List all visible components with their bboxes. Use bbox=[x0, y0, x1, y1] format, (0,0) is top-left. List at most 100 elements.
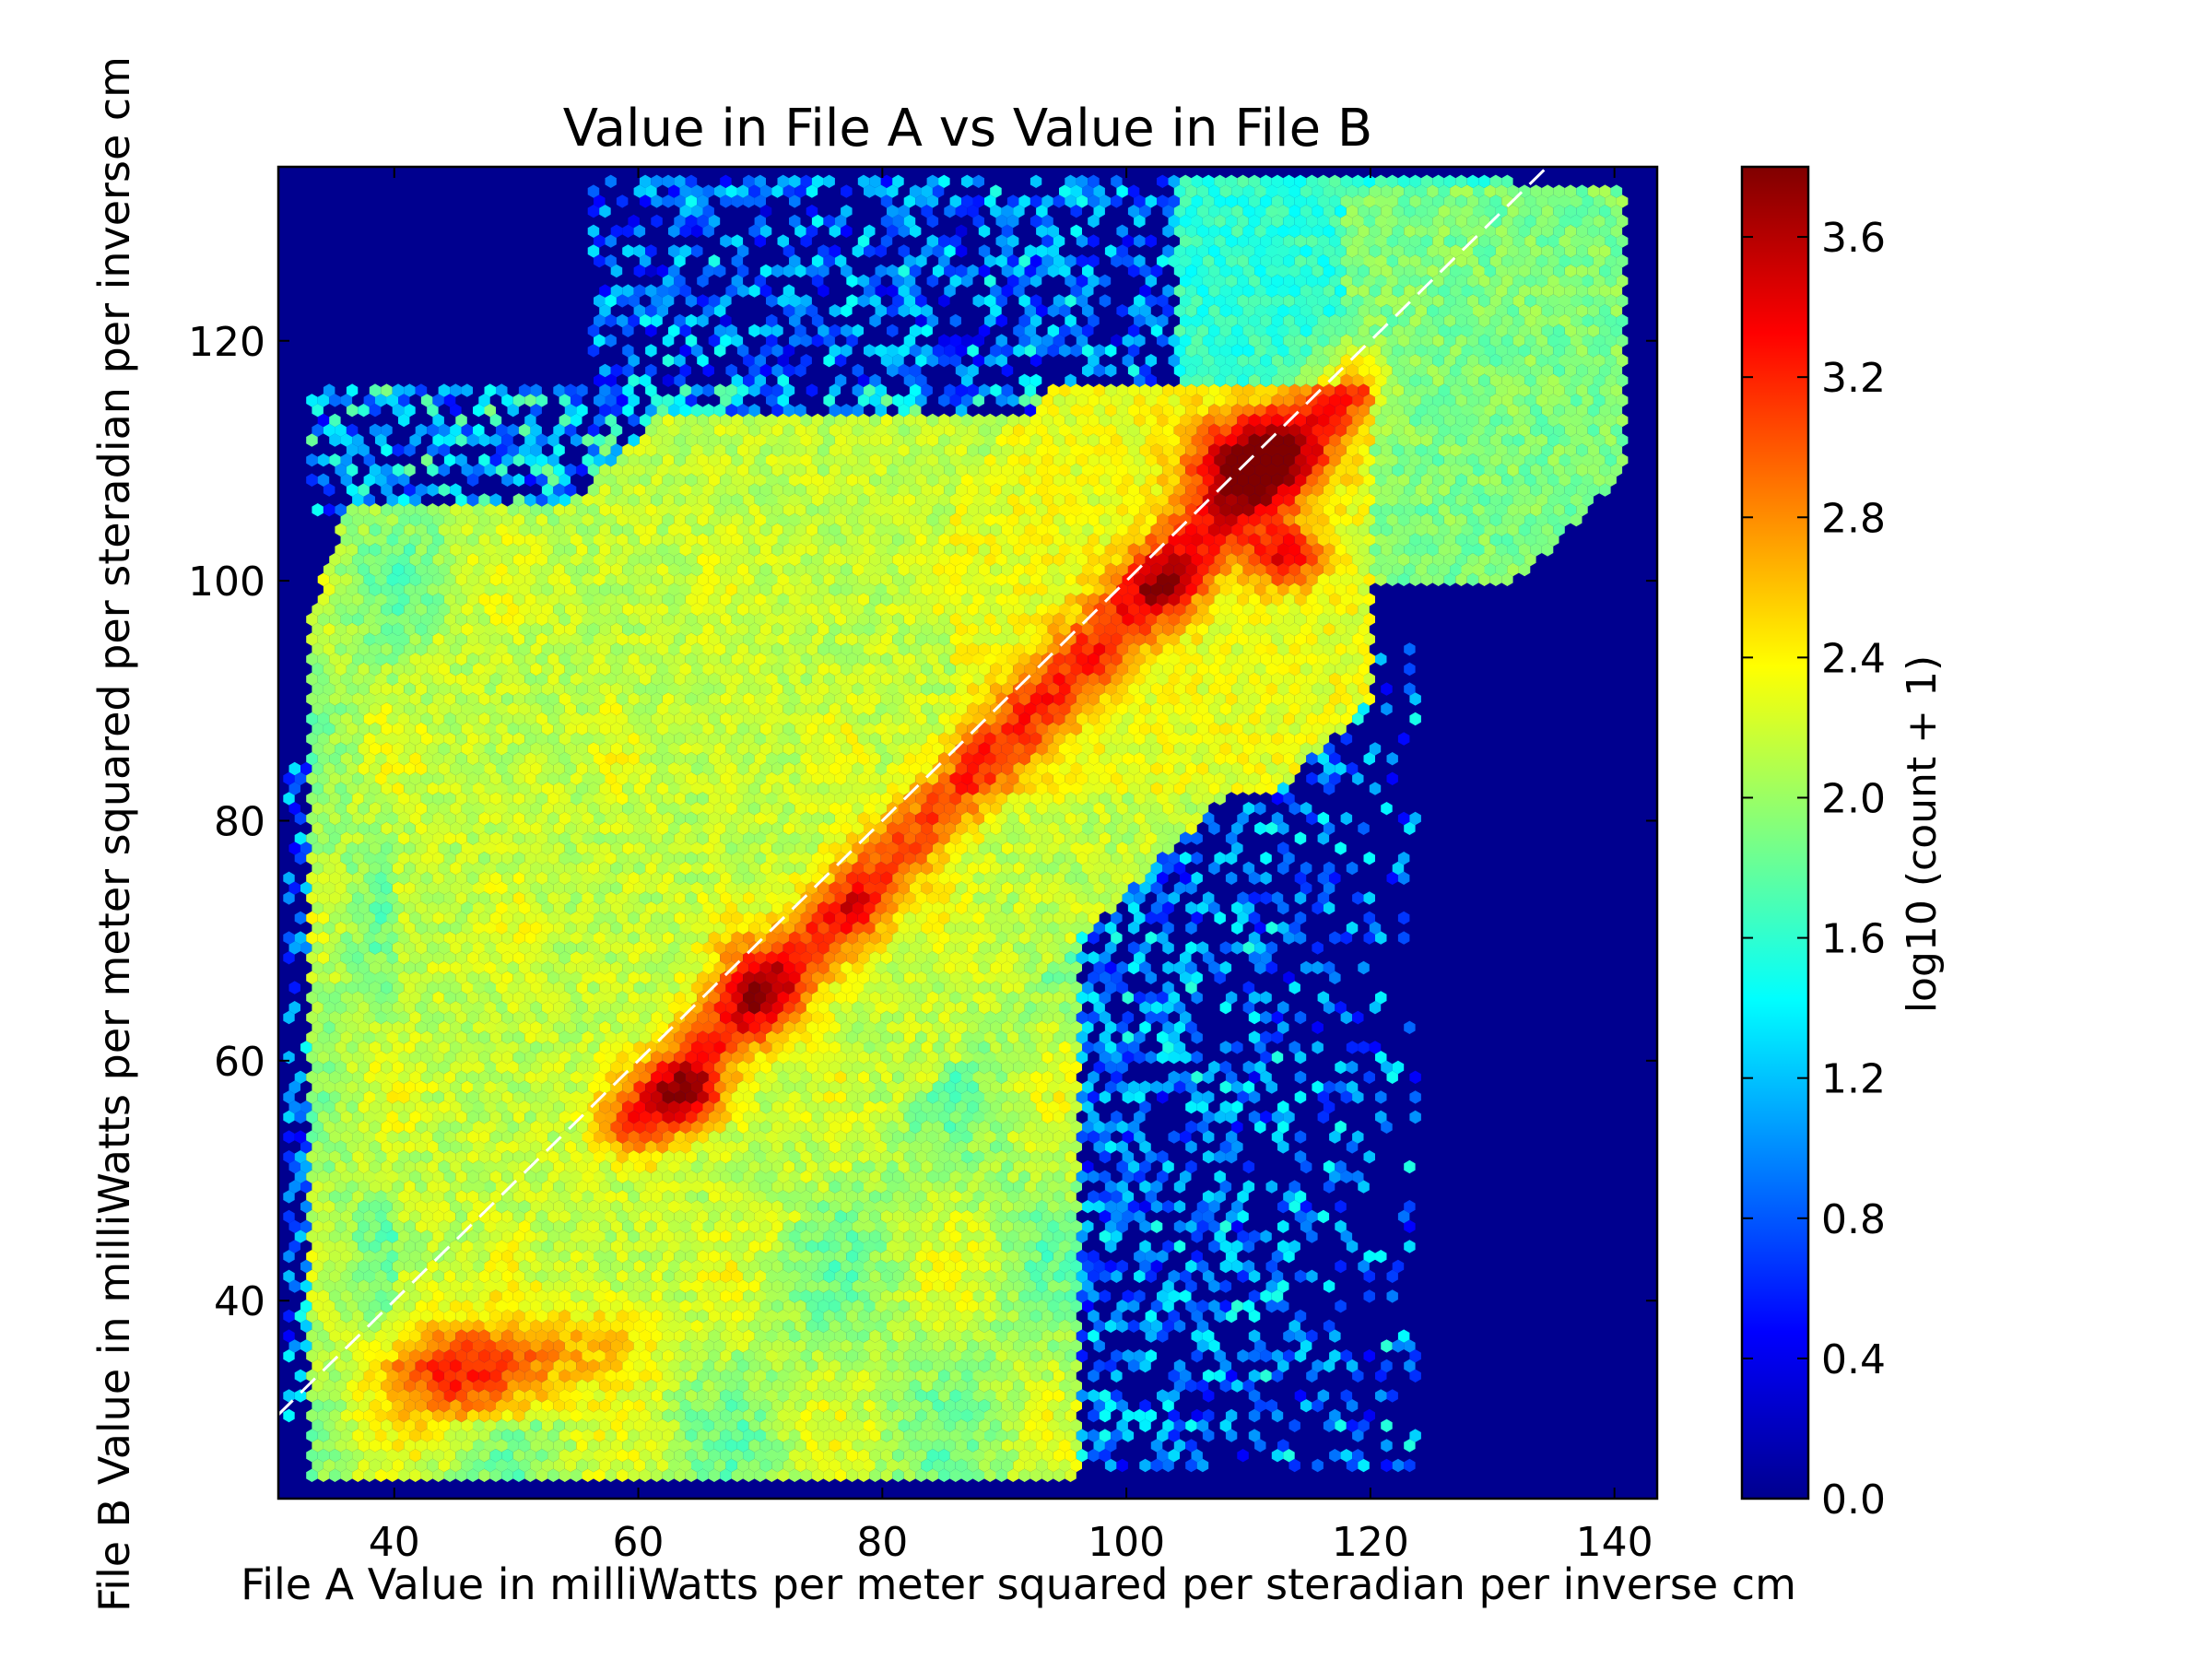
hex-cell bbox=[473, 1379, 485, 1393]
hex-cell bbox=[1162, 1319, 1174, 1333]
hex-cell bbox=[594, 1389, 606, 1403]
hex-cell bbox=[1041, 1408, 1053, 1423]
hex-cell bbox=[651, 1329, 663, 1343]
hex-cell bbox=[432, 1468, 444, 1482]
hex-cell bbox=[1358, 1458, 1370, 1473]
hex-cell bbox=[978, 1339, 991, 1353]
hex-cell bbox=[846, 1369, 858, 1382]
hex-cell bbox=[594, 1349, 606, 1363]
hex-cell bbox=[564, 1319, 577, 1333]
hex-cell bbox=[794, 1458, 806, 1473]
hex-cell bbox=[1024, 1339, 1037, 1353]
hex-cell bbox=[587, 1319, 600, 1333]
hex-cell bbox=[708, 1429, 721, 1442]
hex-cell bbox=[961, 1309, 973, 1324]
hex-cell bbox=[1134, 1408, 1146, 1423]
hex-cell bbox=[409, 1389, 421, 1403]
hex-cell bbox=[594, 1449, 606, 1463]
hex-cell bbox=[898, 1339, 910, 1353]
hex-cell bbox=[335, 1439, 347, 1453]
hex-cell bbox=[553, 1379, 565, 1393]
hex-cell bbox=[857, 1309, 870, 1324]
hex-cell bbox=[420, 1309, 433, 1324]
hex-cell bbox=[1036, 1399, 1048, 1413]
hex-cell bbox=[754, 1408, 766, 1423]
hex-cell bbox=[1202, 1408, 1215, 1423]
hex-cell bbox=[754, 1349, 766, 1363]
hex-cell bbox=[1104, 1319, 1117, 1333]
hex-cell bbox=[1013, 1339, 1025, 1353]
hex-cell bbox=[576, 1379, 588, 1393]
hex-cell bbox=[432, 1449, 444, 1463]
hex-cell bbox=[944, 1458, 956, 1473]
hex-cell bbox=[547, 1408, 559, 1423]
hex-cell bbox=[731, 1349, 744, 1363]
hex-cell bbox=[1260, 1369, 1272, 1382]
hex-cell bbox=[633, 1458, 646, 1473]
hex-cell bbox=[559, 1369, 571, 1382]
hex-cell bbox=[1047, 1339, 1059, 1353]
hex-cell bbox=[329, 1408, 341, 1423]
hex-cell bbox=[443, 1369, 456, 1382]
hex-cell bbox=[1265, 1399, 1277, 1413]
hex-cell bbox=[841, 1319, 853, 1333]
hex-cell bbox=[725, 1359, 737, 1373]
hex-cell bbox=[582, 1449, 594, 1463]
hex-cell bbox=[766, 1309, 778, 1324]
hex-cell bbox=[1030, 1449, 1042, 1463]
hex-cell bbox=[461, 1379, 473, 1393]
hex-cell bbox=[363, 1468, 375, 1482]
hex-cell bbox=[352, 1468, 364, 1482]
hex-cell bbox=[662, 1449, 675, 1463]
hex-cell bbox=[1047, 1458, 1059, 1473]
hex-cell bbox=[1122, 1349, 1135, 1363]
hex-cell bbox=[725, 1399, 737, 1413]
hex-cell bbox=[898, 1439, 910, 1453]
hex-cell bbox=[990, 1379, 1002, 1393]
hex-cell bbox=[518, 1339, 531, 1353]
hex-cell bbox=[759, 1339, 772, 1353]
hex-cell bbox=[818, 1439, 830, 1453]
hex-cell bbox=[1104, 1399, 1117, 1413]
hex-cell bbox=[731, 1429, 744, 1442]
hex-cell bbox=[691, 1379, 703, 1393]
hex-cell bbox=[869, 1369, 881, 1382]
hex-cell bbox=[622, 1379, 634, 1393]
hex-cell bbox=[1088, 1429, 1100, 1442]
hex-cell bbox=[743, 1329, 755, 1343]
hex-cell bbox=[1202, 1389, 1215, 1403]
hex-cell bbox=[369, 1458, 382, 1473]
hex-cell bbox=[501, 1309, 513, 1324]
hex-cell bbox=[1001, 1439, 1014, 1453]
hex-cell bbox=[616, 1369, 629, 1382]
hex-cell bbox=[1392, 1458, 1405, 1473]
hex-cell bbox=[972, 1389, 984, 1403]
hex-cell bbox=[679, 1319, 691, 1333]
hex-cell bbox=[283, 1408, 295, 1423]
hex-cell bbox=[443, 1389, 456, 1403]
hex-cell bbox=[323, 1439, 335, 1453]
hex-cell bbox=[628, 1449, 640, 1463]
hex-cell bbox=[702, 1319, 714, 1333]
hex-cell bbox=[317, 1468, 330, 1482]
hex-cell bbox=[323, 1418, 335, 1432]
hex-cell bbox=[645, 1418, 657, 1432]
hex-cell bbox=[967, 1319, 979, 1333]
hex-cell bbox=[553, 1339, 565, 1353]
hex-cell bbox=[386, 1468, 398, 1482]
hex-cell bbox=[587, 1359, 600, 1373]
hex-cell bbox=[720, 1369, 732, 1382]
hex-cell bbox=[639, 1309, 652, 1324]
hex-cell bbox=[949, 1429, 961, 1442]
hex-cell bbox=[594, 1369, 606, 1382]
hex-cell bbox=[559, 1349, 571, 1363]
hex-cell bbox=[1271, 1349, 1284, 1363]
hex-cell bbox=[455, 1408, 467, 1423]
hex-cell bbox=[512, 1329, 525, 1343]
hex-cell bbox=[1168, 1429, 1180, 1442]
hex-cell bbox=[909, 1418, 922, 1432]
hex-cell bbox=[789, 1349, 801, 1363]
hex-cell bbox=[892, 1408, 904, 1423]
hex-cell bbox=[932, 1339, 945, 1353]
